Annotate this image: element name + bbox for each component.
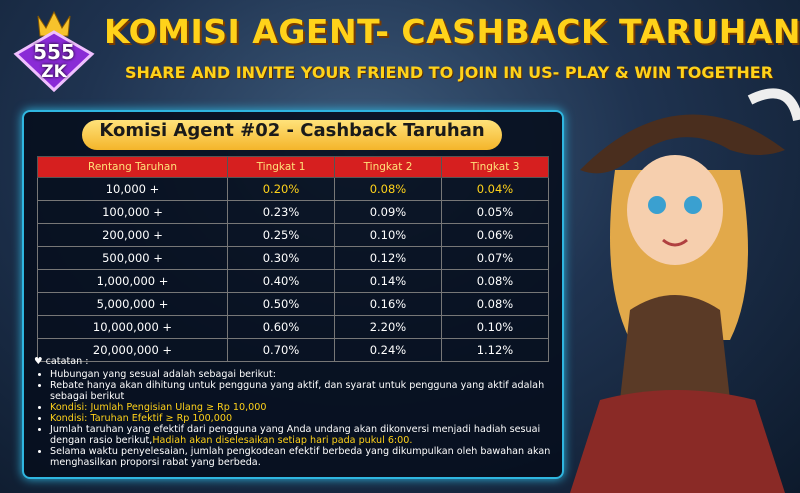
pirate-character bbox=[570, 88, 800, 493]
note-item: Jumlah taruhan yang efektif dari penggun… bbox=[50, 424, 554, 446]
logo-number: 555 bbox=[33, 40, 75, 64]
note-text: Jumlah taruhan yang efektif dari penggun… bbox=[50, 424, 541, 446]
table-cell: 0.10% bbox=[440, 315, 550, 339]
table-cell: 0.09% bbox=[333, 200, 442, 224]
panel-title: Komisi Agent #02 - Cashback Taruhan bbox=[82, 120, 502, 150]
table-cell: 0.30% bbox=[227, 246, 335, 270]
table-row: 1,000,000 +0.40% 0.14% 0.08% bbox=[37, 269, 550, 293]
table-row: 100,000 +0.23% 0.09% 0.05% bbox=[37, 200, 550, 224]
logo-badge bbox=[13, 10, 95, 93]
table-cell: 0.06% bbox=[440, 223, 550, 247]
table-cell: 100,000 + bbox=[37, 200, 228, 224]
table-row: 10,000 +0.20% 0.08% 0.04% bbox=[37, 177, 550, 201]
table-cell: 0.08% bbox=[440, 292, 550, 316]
table-cell: 0.16% bbox=[333, 292, 442, 316]
title: KOMISI AGENT- CASHBACK TARUHAN bbox=[104, 12, 800, 51]
table-cell: 0.24% bbox=[333, 338, 442, 362]
table-cell: 10,000 + bbox=[37, 177, 228, 201]
table-cell: 0.23% bbox=[227, 200, 335, 224]
table-cell: 0.07% bbox=[440, 246, 550, 270]
table-cell: 1.12% bbox=[440, 338, 550, 362]
notes: ♥ catatan : Hubungan yang sesual adalah … bbox=[34, 356, 554, 468]
table-cell: 0.40% bbox=[227, 269, 335, 293]
note-text: Rebate hanya akan dihitung untuk penggun… bbox=[50, 380, 545, 402]
note-text: Hubungan yang sesual adalah sebagai beri… bbox=[50, 369, 277, 380]
notes-heading: ♥ catatan : bbox=[34, 356, 89, 367]
table-cell: 1,000,000 + bbox=[37, 269, 228, 293]
table-cell: 20,000,000 + bbox=[37, 338, 228, 362]
table-cell: 0.14% bbox=[333, 269, 442, 293]
column-header: Tingkat 1 bbox=[227, 156, 335, 178]
table-cell: 0.04% bbox=[440, 177, 550, 201]
table-cell: 0.50% bbox=[227, 292, 335, 316]
logo-text: ZK bbox=[41, 62, 67, 82]
table-cell: 0.25% bbox=[227, 223, 335, 247]
table-row: 200,000 +0.25% 0.10% 0.06% bbox=[37, 223, 550, 247]
table-cell: 5,000,000 + bbox=[37, 292, 228, 316]
column-header: Tingkat 3 bbox=[440, 156, 550, 178]
table-cell: 0.20% bbox=[227, 177, 335, 201]
note-item: Selama waktu penyelesaian, jumlah pengko… bbox=[50, 446, 554, 468]
panel: Komisi Agent #02 - Cashback Taruhan Rent… bbox=[22, 110, 564, 479]
note-highlight: Kondisi: Taruhan Efektif ≥ Rp 100,000 bbox=[50, 413, 233, 424]
note-item: Rebate hanya akan dihitung untuk penggun… bbox=[50, 380, 554, 402]
table-cell: 0.08% bbox=[440, 269, 550, 293]
table-cell: 2.20% bbox=[333, 315, 442, 339]
table-cell: 0.60% bbox=[227, 315, 335, 339]
note-item: Hubungan yang sesual adalah sebagai beri… bbox=[50, 369, 554, 380]
table-cell: 0.08% bbox=[333, 177, 442, 201]
column-header: Tingkat 2 bbox=[333, 156, 442, 178]
notes-title: catatan : bbox=[45, 356, 89, 367]
table-cell: 10,000,000 + bbox=[37, 315, 228, 339]
table: Rentang Taruhan Tingkat 1 Tingkat 2 Tingkat… bbox=[37, 156, 550, 362]
subtitle: SHARE AND INVITE YOUR FRIEND TO JOIN IN … bbox=[124, 63, 774, 82]
note-highlight: Kondisi: Jumlah Pengisian Ulang ≥ Rp 10,… bbox=[50, 402, 267, 413]
table-row: 10,000,000 +0.60% 2.20% 0.10% bbox=[37, 315, 550, 339]
logo: 555 ZK bbox=[8, 6, 100, 98]
table-row: 500,000 +0.30% 0.12% 0.07% bbox=[37, 246, 550, 270]
table-cell: 200,000 + bbox=[37, 223, 228, 247]
table-row: 5,000,000 +0.50% 0.16% 0.08% bbox=[37, 292, 550, 316]
notes-list: Hubungan yang sesual adalah sebagai beri… bbox=[34, 369, 554, 468]
table-cell: 0.12% bbox=[333, 246, 442, 270]
table-cell: 0.05% bbox=[440, 200, 550, 224]
table-cell: 0.10% bbox=[333, 223, 442, 247]
note-item: Kondisi: Taruhan Efektif ≥ Rp 100,000 bbox=[50, 413, 554, 424]
note-item: Kondisi: Jumlah Pengisian Ulang ≥ Rp 10,… bbox=[50, 402, 554, 413]
note-text: Selama waktu penyelesaian, jumlah pengko… bbox=[50, 446, 551, 468]
table-cell: 500,000 + bbox=[37, 246, 228, 270]
header-row: Rentang Taruhan Tingkat 1 Tingkat 2 Tingkat… bbox=[37, 156, 550, 178]
table-row: 20,000,000 +0.70% 0.24% 1.12% bbox=[37, 338, 550, 362]
note-highlight: Hadiah akan diselesaikan setiap hari pad… bbox=[152, 435, 413, 446]
table-cell: 0.70% bbox=[227, 338, 335, 362]
column-header: Rentang Taruhan bbox=[37, 156, 228, 178]
